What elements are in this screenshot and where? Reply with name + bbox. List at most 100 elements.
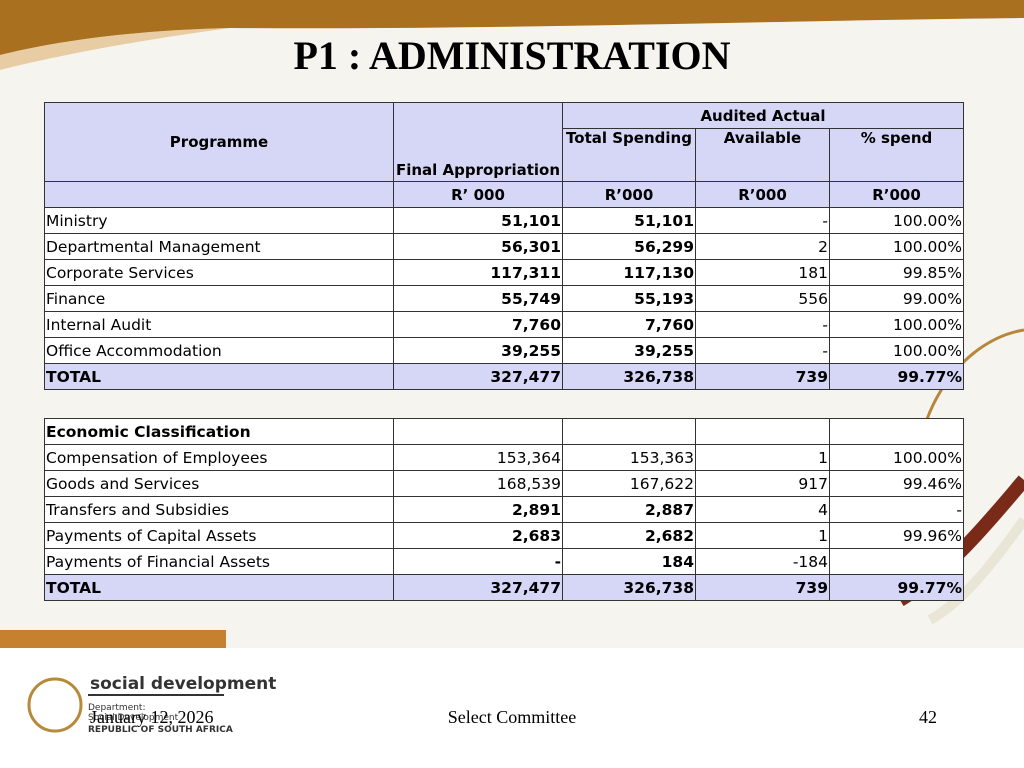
value-cell: 99.85%	[829, 259, 964, 286]
value-cell: 100.00%	[829, 311, 964, 338]
label-cell: Transfers and Subsidies	[44, 496, 394, 523]
value-cell: 181	[695, 259, 830, 286]
row: Goods and Services 168,539 167,622 917 99.46…	[44, 470, 964, 497]
header-cell	[44, 181, 394, 208]
label-cell: Goods and Services	[44, 470, 394, 497]
value-cell: 2,891	[393, 496, 563, 523]
logo-country: REPUBLIC OF SOUTH AFRICA	[88, 725, 233, 735]
value-cell: 2	[695, 233, 830, 260]
value-cell: 184	[562, 548, 696, 575]
row: Compensation of Employees 153,364 153,363 1…	[44, 444, 964, 471]
value-cell: 4	[695, 496, 830, 523]
table-economic: Economic Classification Compensation of …	[44, 418, 964, 601]
table-programmes: Programme Final Appropriation Audited Ac…	[44, 102, 964, 390]
value-cell: 917	[695, 470, 830, 497]
row: Payments of Capital Assets 2,683 2,682 1 99.…	[44, 522, 964, 549]
value-cell: 117,311	[393, 259, 563, 286]
value-cell: 7,760	[393, 311, 563, 338]
row: Office Accommodation 39,255 39,255-100.00%	[44, 337, 964, 364]
value-cell: 556	[695, 285, 830, 312]
value-cell: 99.77%	[829, 363, 964, 390]
header-cell: Available	[695, 128, 830, 182]
value-cell: 39,255	[393, 337, 563, 364]
row: Departmental Management 56,301 56,299 2 100.…	[44, 233, 964, 260]
logo-name: social development	[90, 674, 277, 694]
label-cell: Internal Audit	[44, 311, 394, 338]
header-cell: % spend	[829, 128, 964, 182]
value-cell: 100.00%	[829, 444, 964, 471]
value-cell: 2,683	[393, 522, 563, 549]
value-cell: 153,363	[562, 444, 696, 471]
row: Ministry 51,101 51,101-100.00%	[44, 207, 964, 234]
header-cell: R’000	[695, 181, 830, 208]
value-cell: 327,477	[393, 363, 563, 390]
value-cell: 168,539	[393, 470, 563, 497]
cell	[695, 418, 830, 445]
logo-dept: Department:	[88, 703, 146, 713]
row: Internal Audit 7,760 7,760-100.00%	[44, 311, 964, 338]
label-cell: Compensation of Employees	[44, 444, 394, 471]
footer-date: January 12, 2026	[90, 707, 214, 727]
label-cell: TOTAL	[44, 363, 394, 390]
value-cell: -	[393, 548, 563, 575]
value-cell: -	[695, 207, 830, 234]
slide-title: P1 : ADMINISTRATION	[293, 33, 731, 78]
header-cell: R’000	[829, 181, 964, 208]
total-row: TOTAL 327,477 326,738 739 99.77%	[44, 574, 964, 601]
cell	[393, 418, 563, 445]
row: Payments of Financial Assets -184 -184	[44, 548, 964, 575]
label-cell: Ministry	[44, 207, 394, 234]
label-cell: Finance	[44, 285, 394, 312]
header-cell: Programme	[44, 102, 394, 182]
label-cell: Departmental Management	[44, 233, 394, 260]
label-cell: Payments of Capital Assets	[44, 522, 394, 549]
label-cell: Payments of Financial Assets	[44, 548, 394, 575]
value-cell: 55,749	[393, 285, 563, 312]
value-cell	[829, 548, 964, 575]
page-number: 42	[919, 707, 937, 727]
value-cell: 2,682	[562, 522, 696, 549]
value-cell: 167,622	[562, 470, 696, 497]
value-cell: 100.00%	[829, 337, 964, 364]
value-cell: 326,738	[562, 574, 696, 601]
value-cell: -	[695, 311, 830, 338]
value-cell: -184	[695, 548, 830, 575]
footer-title: Select Committee	[447, 707, 577, 727]
cell	[562, 418, 696, 445]
value-cell: 39,255	[562, 337, 696, 364]
row: Transfers and Subsidies 2,891 2,887 4-	[44, 496, 964, 523]
header-cell: Final Appropriation	[393, 102, 563, 182]
value-cell: -	[695, 337, 830, 364]
value-cell: 7,760	[562, 311, 696, 338]
value-cell: 51,101	[393, 207, 563, 234]
cell	[829, 418, 964, 445]
logo-dept-name: Social Development	[88, 713, 179, 723]
value-cell: 326,738	[562, 363, 696, 390]
header-cell: Audited Actual	[562, 102, 964, 129]
value-cell: 1	[695, 444, 830, 471]
value-cell: 1	[695, 522, 830, 549]
value-cell: 56,301	[393, 233, 563, 260]
header-cell: R’ 000	[393, 181, 563, 208]
value-cell: 56,299	[562, 233, 696, 260]
value-cell: 327,477	[393, 574, 563, 601]
value-cell: 2,887	[562, 496, 696, 523]
value-cell: 739	[695, 363, 830, 390]
value-cell: 100.00%	[829, 233, 964, 260]
value-cell: 739	[695, 574, 830, 601]
header-cell: R’000	[562, 181, 696, 208]
value-cell: 153,364	[393, 444, 563, 471]
label-cell: TOTAL	[44, 574, 394, 601]
value-cell: -	[829, 496, 964, 523]
value-cell: 51,101	[562, 207, 696, 234]
label-cell: Corporate Services	[44, 259, 394, 286]
row: Finance 55,749 55,193 556 99.00%	[44, 285, 964, 312]
value-cell: 55,193	[562, 285, 696, 312]
value-cell: 117,130	[562, 259, 696, 286]
value-cell: 100.00%	[829, 207, 964, 234]
header-cell: Total Spending	[562, 128, 696, 182]
value-cell: 99.46%	[829, 470, 964, 497]
value-cell: 99.96%	[829, 522, 964, 549]
total-row: TOTAL 327,477 326,738 739 99.77%	[44, 363, 964, 390]
